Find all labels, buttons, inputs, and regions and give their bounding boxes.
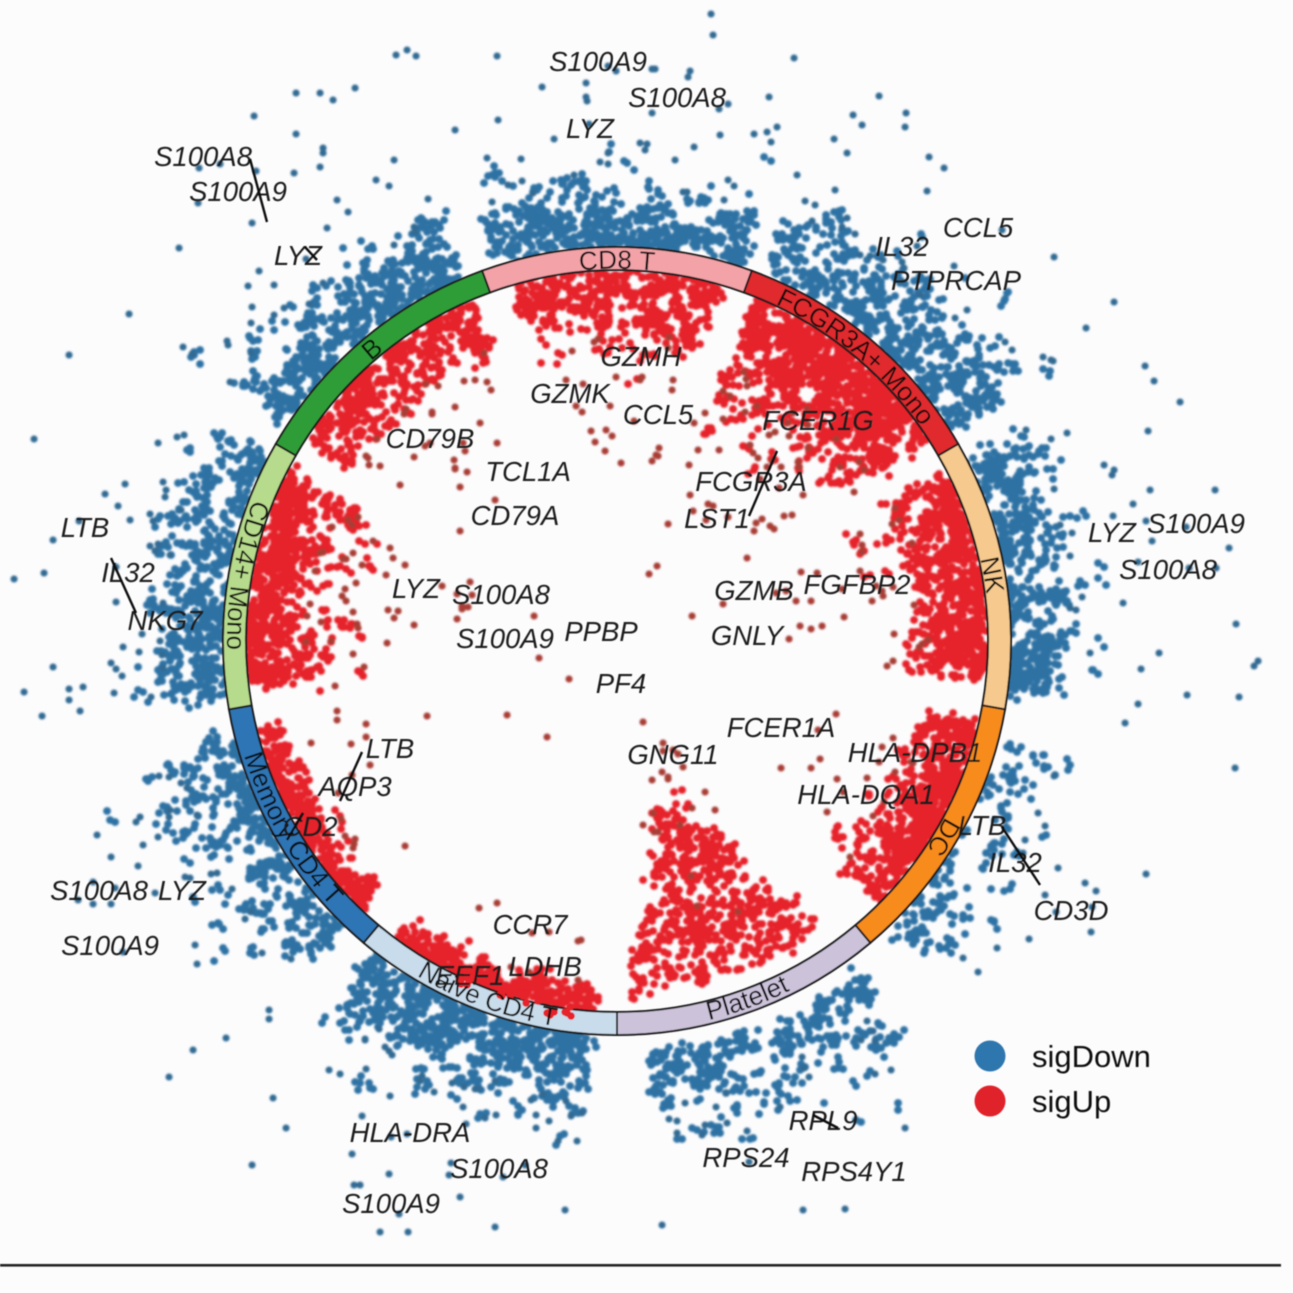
svg-text:S100A9: S100A9: [189, 176, 287, 207]
svg-text:LYZ: LYZ: [1088, 517, 1137, 548]
svg-text:S100A8: S100A8: [50, 875, 149, 906]
svg-text:LST1: LST1: [684, 503, 750, 534]
svg-text:CD79A: CD79A: [471, 500, 560, 531]
svg-text:GZMK: GZMK: [530, 378, 611, 409]
svg-text:FCER1G: FCER1G: [762, 405, 874, 436]
svg-text:LTB: LTB: [61, 512, 109, 543]
svg-text:LYZ: LYZ: [566, 113, 615, 144]
svg-text:IL32: IL32: [101, 557, 155, 588]
svg-text:FCER1A: FCER1A: [727, 712, 836, 743]
svg-text:S100A8: S100A8: [452, 579, 551, 610]
svg-text:LTB: LTB: [958, 810, 1006, 841]
svg-text:PF4: PF4: [596, 668, 646, 699]
svg-text:S100A8: S100A8: [154, 141, 253, 172]
svg-text:GZMB: GZMB: [714, 575, 793, 606]
svg-text:EEF1: EEF1: [436, 960, 505, 991]
svg-text:FCGR3A: FCGR3A: [695, 466, 807, 497]
svg-text:HLA-DPB1: HLA-DPB1: [848, 737, 983, 768]
svg-text:AQP3: AQP3: [316, 771, 392, 802]
svg-text:S100A8: S100A8: [1119, 554, 1218, 585]
svg-text:S100A9: S100A9: [342, 1188, 440, 1219]
svg-text:S100A9: S100A9: [1147, 508, 1245, 539]
svg-text:GNG11: GNG11: [627, 739, 718, 770]
svg-text:HLA-DQA1: HLA-DQA1: [797, 779, 935, 810]
svg-text:TCL1A: TCL1A: [485, 456, 571, 487]
svg-text:PTPRCAP: PTPRCAP: [891, 265, 1022, 296]
svg-text:LTB: LTB: [366, 733, 414, 764]
svg-text:NK: NK: [975, 554, 1011, 596]
svg-text:LYZ: LYZ: [158, 875, 207, 906]
svg-text:S100A8: S100A8: [450, 1153, 549, 1184]
svg-text:CCL5: CCL5: [943, 212, 1014, 243]
svg-text:NKG7: NKG7: [128, 605, 205, 636]
svg-text:S100A8: S100A8: [628, 82, 727, 113]
svg-text:HLA-DRA: HLA-DRA: [350, 1117, 471, 1148]
svg-text:sigUp: sigUp: [1032, 1084, 1111, 1119]
svg-text:IL32: IL32: [875, 231, 929, 262]
svg-text:LYZ: LYZ: [274, 240, 323, 271]
svg-text:GNLY: GNLY: [711, 620, 785, 651]
svg-text:FGFBP2: FGFBP2: [804, 569, 911, 600]
svg-text:RPS4Y1: RPS4Y1: [801, 1156, 906, 1187]
svg-text:S100A9: S100A9: [61, 930, 159, 961]
svg-text:CD3D: CD3D: [1034, 895, 1109, 926]
svg-text:LYZ: LYZ: [392, 573, 441, 604]
svg-text:CD2: CD2: [282, 811, 337, 842]
svg-text:S100A9: S100A9: [456, 623, 554, 654]
svg-text:LDHB: LDHB: [508, 951, 581, 982]
svg-text:CCR7: CCR7: [493, 909, 570, 940]
svg-text:sigDown: sigDown: [1032, 1039, 1151, 1074]
svg-text:S100A9: S100A9: [549, 46, 647, 77]
svg-text:CD79B: CD79B: [386, 423, 475, 454]
svg-text:RPS24: RPS24: [702, 1142, 789, 1173]
svg-text:PPBP: PPBP: [564, 616, 638, 647]
svg-text:GZMH: GZMH: [601, 341, 682, 372]
svg-text:CCL5: CCL5: [623, 399, 694, 430]
